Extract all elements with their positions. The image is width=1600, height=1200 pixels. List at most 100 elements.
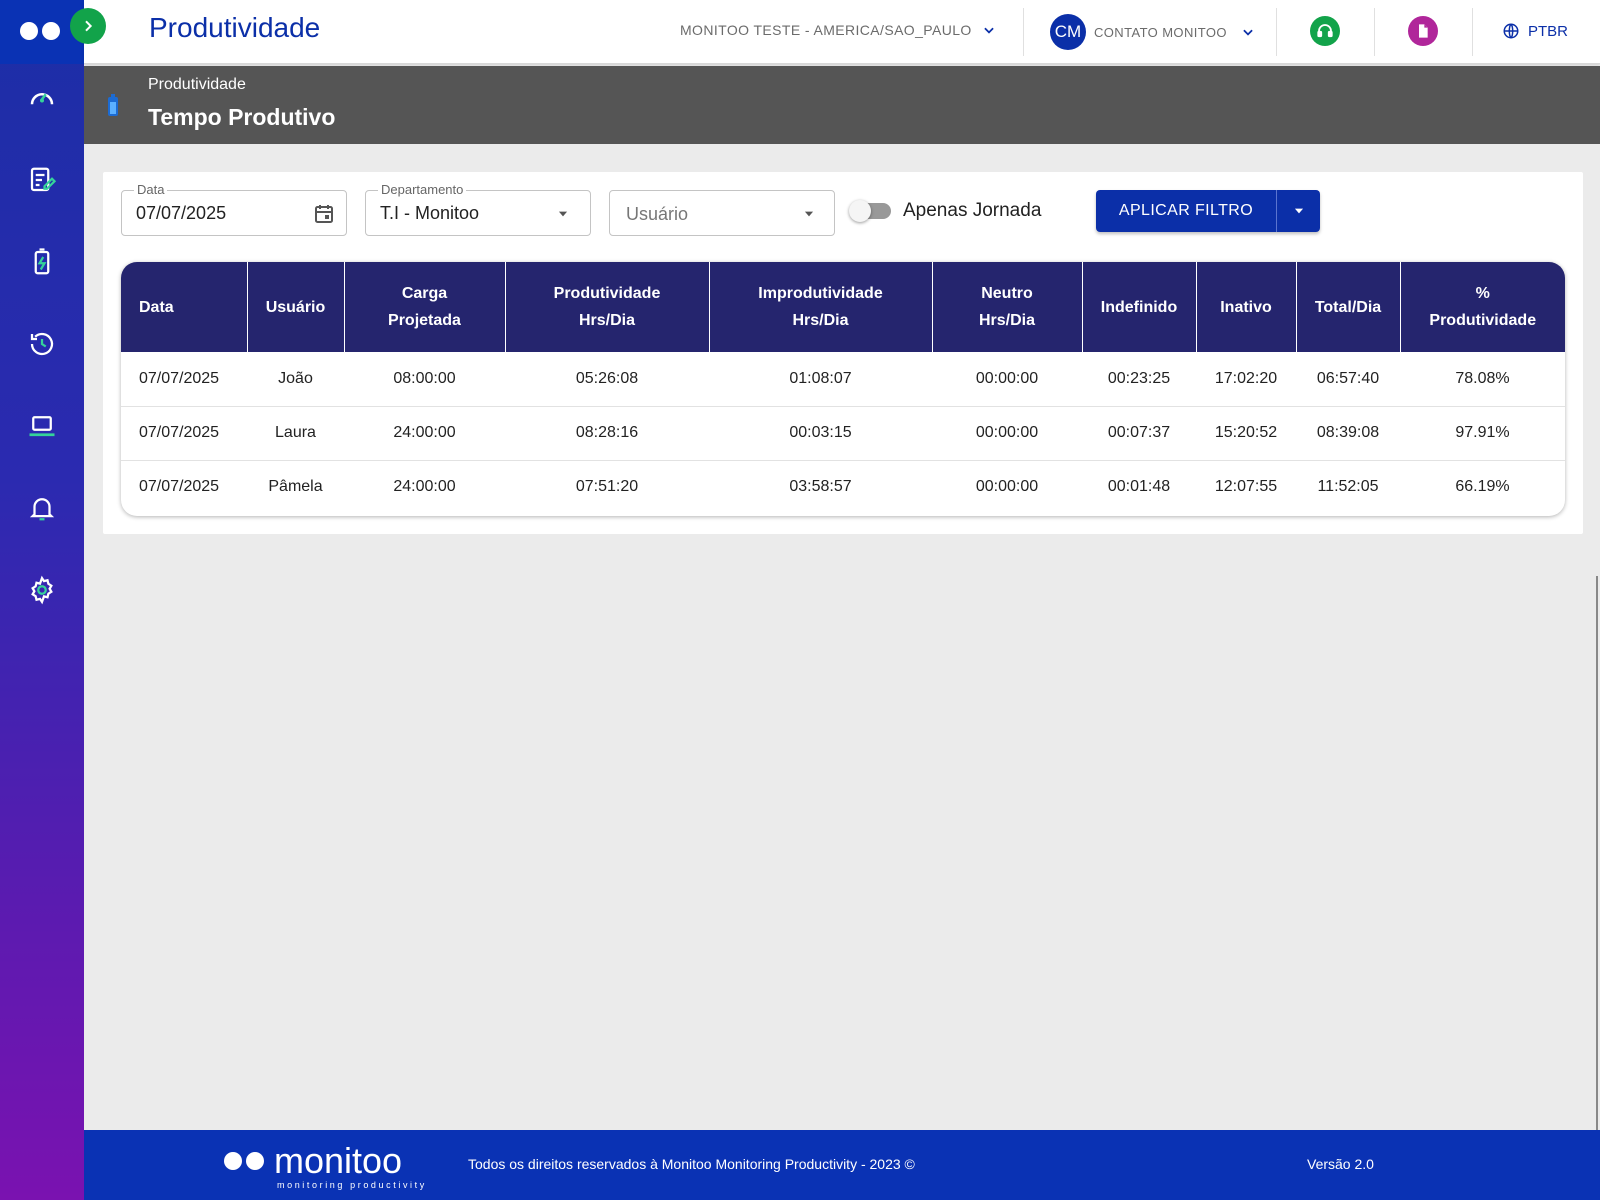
- apply-filter-button[interactable]: APLICAR FILTRO: [1096, 190, 1276, 232]
- table-cell: 00:01:48: [1107, 478, 1171, 496]
- column-header-text: Neutro: [981, 285, 1033, 302]
- table-cell: 05:26:08: [505, 352, 709, 407]
- column-header-text: Inativo: [1220, 298, 1272, 316]
- gear-icon: [31, 575, 53, 605]
- table-body: 07/07/2025 João 08:00:00 05:26:08 01:08:07 00…: [121, 352, 1565, 514]
- department-select[interactable]: Departamento T.I - Monitoo: [365, 182, 591, 236]
- toggle-label: Apenas Jornada: [903, 200, 1042, 221]
- table-cell: 07/07/2025: [139, 478, 220, 496]
- battery-icon: [34, 248, 50, 275]
- bell-icon: [29, 498, 55, 521]
- table-cell: 11:52:05: [1317, 478, 1379, 496]
- toggle-thumb: [849, 200, 871, 222]
- table-cell: Pâmela: [268, 478, 323, 496]
- table-cell: João: [247, 352, 344, 407]
- sidebar-item-settings[interactable]: [22, 570, 62, 610]
- support-button[interactable]: [1310, 16, 1340, 46]
- filter-card: Data 07/07/2025 Departamento T.I - Monit…: [103, 172, 1583, 534]
- document-button[interactable]: [1408, 16, 1438, 46]
- table-cell: 97.91%: [1400, 406, 1565, 461]
- only-work-hours-toggle[interactable]: Apenas Jornada: [849, 200, 1042, 222]
- user-select[interactable]: Usuário: [609, 190, 835, 236]
- language-label: PTBR: [1528, 22, 1569, 40]
- document-icon: [1419, 24, 1428, 38]
- column-header-text: Hrs/Dia: [578, 312, 636, 329]
- monitoo-logo-icon: [20, 22, 60, 40]
- company-selector[interactable]: MONITOO TESTE - AMERICA/SAO_PAULO: [680, 22, 996, 38]
- table-row: 07/07/2025 Pâmela 24:00:00 07:51:20 03:58:57…: [121, 460, 1565, 514]
- table-cell: 06:57:40: [1296, 352, 1400, 407]
- breadcrumb: Produtividade: [148, 76, 246, 93]
- headset-icon: [1317, 24, 1333, 38]
- table-cell: 78.08%: [1400, 352, 1565, 407]
- table-cell: 01:08:07: [709, 352, 932, 407]
- footer-version: Versão 2.0: [1307, 1156, 1374, 1172]
- top-bar: Produtividade MONITOO TESTE - AMERICA/SA…: [84, 0, 1600, 64]
- table-cell: 00:00:00: [932, 352, 1082, 407]
- toggle-track[interactable]: [849, 200, 891, 222]
- sidebar-item-dashboard[interactable]: [22, 78, 62, 118]
- sidebar-item-activities[interactable]: [22, 160, 62, 200]
- user-menu[interactable]: CM CONTATO MONITOO: [1050, 14, 1255, 50]
- laptop-icon: [29, 416, 55, 437]
- divider: [1276, 8, 1277, 56]
- footer-logo: monitoo: [224, 1140, 403, 1181]
- table-cell: 00:23:25: [1082, 352, 1196, 407]
- column-header-text: Usuário: [265, 298, 326, 316]
- column-header-text: Projetada: [388, 312, 461, 329]
- table-cell: Laura: [247, 406, 344, 461]
- dropdown-arrow-icon: [804, 211, 814, 217]
- company-name: MONITOO TESTE - AMERICA/SAO_PAULO: [680, 22, 972, 38]
- calendar-icon[interactable]: [312, 202, 336, 226]
- sidebar-item-history[interactable]: [22, 324, 62, 364]
- chevron-down-icon: [1243, 29, 1253, 36]
- apply-filter-dropdown-button[interactable]: [1276, 190, 1320, 232]
- column-header: Inativo: [1196, 262, 1297, 352]
- column-header-text: Hrs/Dia: [792, 312, 849, 329]
- table-cell: 07/07/2025: [121, 352, 247, 407]
- footer: monitoo monitoring productivity Todos os…: [84, 1130, 1600, 1200]
- sidebar-item-productivity[interactable]: [22, 242, 62, 282]
- table-header-row: Data Usuário Carga Projetada Produtividade Hr…: [121, 262, 1565, 352]
- table-cell: 15:20:52: [1196, 406, 1296, 461]
- productivity-table: Data Usuário Carga Projetada Produtividade Hr…: [121, 262, 1565, 516]
- table-cell: 07:51:20: [575, 478, 639, 496]
- column-header-text: Carga: [401, 285, 448, 302]
- date-field-label: Data: [134, 182, 168, 197]
- divider: [1023, 8, 1024, 56]
- page-header: Produtividade Tempo Produtivo: [84, 66, 1600, 144]
- dashboard-icon: [30, 93, 54, 105]
- column-header: Usuário: [247, 262, 345, 352]
- column-header-text: Data: [139, 298, 174, 316]
- sidebar: [0, 0, 84, 1200]
- table-cell: 03:58:57: [789, 478, 852, 496]
- sidebar-item-alerts[interactable]: [22, 488, 62, 528]
- column-header-text: %: [1475, 285, 1490, 302]
- column-header: Improdutividade Hrs/Dia: [709, 262, 933, 352]
- table-cell: 24:00:00: [393, 478, 456, 496]
- date-field[interactable]: Data 07/07/2025: [121, 182, 347, 236]
- scrollbar[interactable]: [1596, 576, 1598, 1130]
- column-header: % Produtividade: [1400, 262, 1565, 352]
- table-cell: 12:07:55: [1214, 478, 1278, 496]
- footer-logo-text: monitoo: [274, 1140, 403, 1181]
- table-cell: 08:00:00: [344, 352, 505, 407]
- table-cell: 00:03:15: [709, 406, 932, 461]
- column-header: Data: [121, 262, 248, 352]
- department-select-label: Departamento: [378, 182, 467, 197]
- user-select-placeholder: Usuário: [626, 204, 689, 224]
- language-selector[interactable]: PTBR: [1502, 22, 1568, 40]
- footer-copyright: Todos os direitos reservados à Monitoo M…: [468, 1156, 915, 1172]
- sidebar-item-devices[interactable]: [22, 406, 62, 446]
- expand-sidebar-button[interactable]: [70, 8, 106, 44]
- app-title: Produtividade: [149, 12, 321, 43]
- table-cell: 66.19%: [1455, 478, 1510, 496]
- column-header-text: Produtividade: [1429, 312, 1537, 329]
- battery-icon: [108, 94, 118, 116]
- column-header: Indefinido: [1082, 262, 1197, 352]
- column-header-text: Improdutividade: [758, 285, 883, 302]
- table-cell: 08:39:08: [1296, 406, 1400, 461]
- table-row: 07/07/2025 João 08:00:00 05:26:08 01:08:07 00…: [121, 352, 1565, 407]
- dropdown-arrow-icon: [1294, 208, 1303, 214]
- column-header: Produtividade Hrs/Dia: [505, 262, 710, 352]
